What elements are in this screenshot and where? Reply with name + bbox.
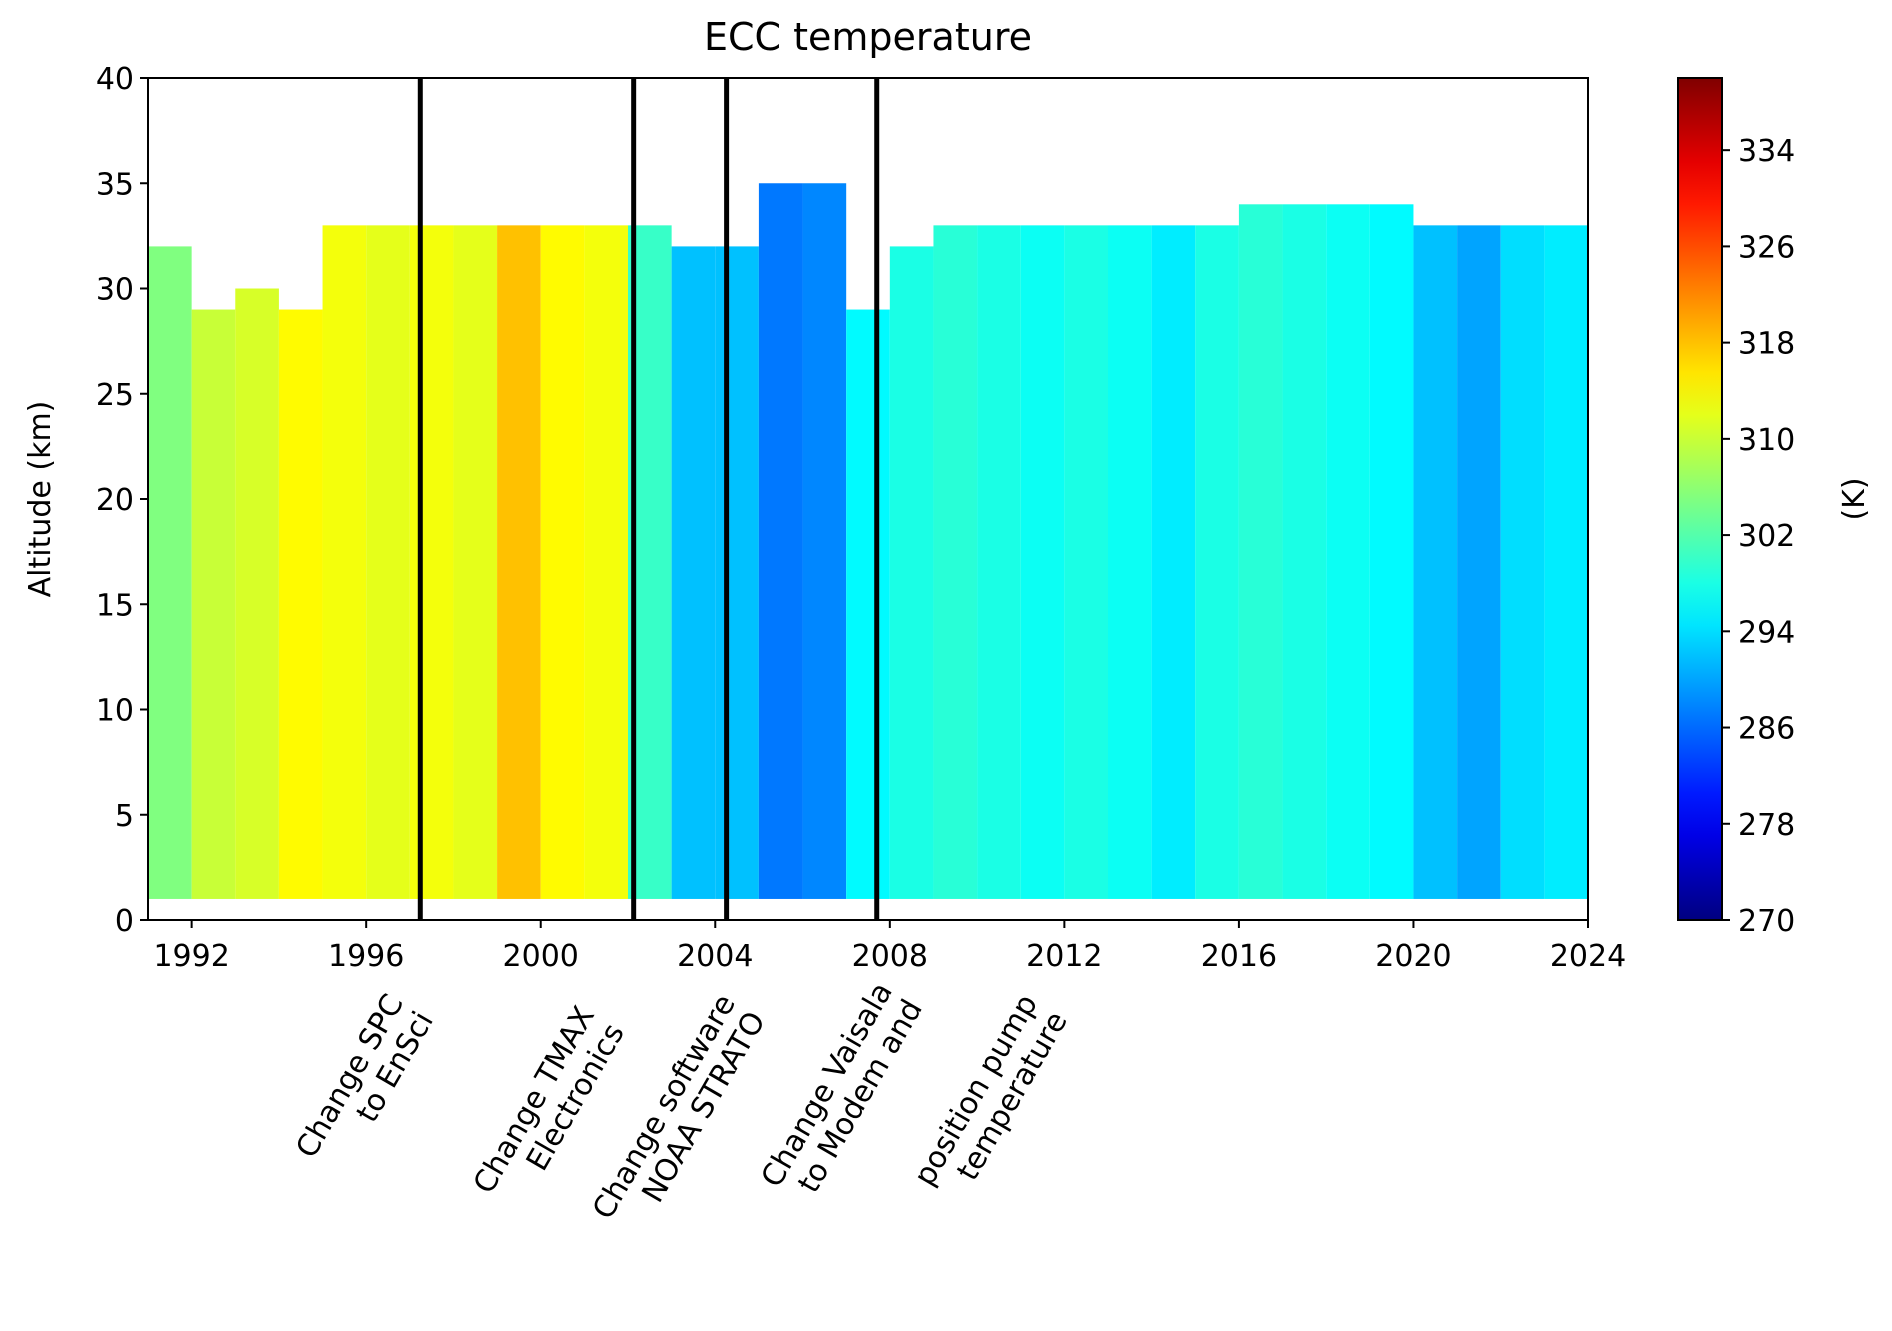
annotation: Change Vaisalato Modem and bbox=[755, 977, 930, 1211]
y-tick-label: 30 bbox=[96, 273, 134, 308]
y-tick-label: 10 bbox=[96, 694, 134, 729]
profile-band bbox=[1020, 225, 1065, 899]
colorbar-label: (K) bbox=[1837, 477, 1872, 520]
y-tick-label: 20 bbox=[96, 483, 134, 518]
profile-band bbox=[497, 225, 541, 899]
profile-band bbox=[1238, 204, 1283, 899]
profile-band bbox=[1500, 225, 1545, 899]
colorbar-tick-label: 270 bbox=[1738, 904, 1795, 939]
profile-band bbox=[1326, 204, 1370, 899]
profile-band bbox=[235, 288, 279, 899]
profile-band bbox=[977, 225, 1021, 899]
profile-band bbox=[1369, 204, 1414, 899]
chart-title: ECC temperature bbox=[704, 15, 1032, 59]
profile-band bbox=[671, 246, 716, 899]
profile-band bbox=[1195, 225, 1239, 899]
profile-band bbox=[409, 225, 454, 899]
y-tick-label: 15 bbox=[96, 588, 134, 623]
annotation: position pumptemperature bbox=[907, 989, 1075, 1210]
x-tick-label: 2016 bbox=[1201, 939, 1277, 974]
y-tick-label: 40 bbox=[96, 62, 134, 97]
colorbar-tick-label: 302 bbox=[1738, 519, 1795, 554]
profile-band bbox=[1544, 225, 1588, 899]
profile-band bbox=[148, 246, 192, 899]
y-axis-label: Altitude (km) bbox=[23, 401, 58, 598]
colorbar bbox=[1677, 77, 1723, 921]
profile-band bbox=[802, 183, 847, 899]
profile-band bbox=[322, 225, 367, 899]
x-tick-label: 2008 bbox=[852, 939, 928, 974]
colorbar-tick-label: 286 bbox=[1738, 712, 1795, 747]
x-tick-label: 2012 bbox=[1026, 939, 1102, 974]
profile-band bbox=[1457, 225, 1501, 899]
profile-band bbox=[715, 246, 759, 899]
y-tick-label: 5 bbox=[115, 799, 134, 834]
profile-band bbox=[889, 246, 934, 899]
profile-band bbox=[540, 225, 585, 899]
colorbar-tick-label: 334 bbox=[1738, 134, 1795, 169]
profile-band bbox=[758, 183, 803, 899]
x-tick-label: 2004 bbox=[677, 939, 753, 974]
profile-band bbox=[1413, 225, 1458, 899]
colorbar-tick-label: 326 bbox=[1738, 230, 1795, 265]
colorbar-tick-label: 318 bbox=[1738, 327, 1795, 362]
x-tick-label: 2024 bbox=[1550, 939, 1626, 974]
x-tick-label: 2020 bbox=[1375, 939, 1451, 974]
profile-band bbox=[584, 225, 628, 899]
colorbar-tick-label: 294 bbox=[1738, 615, 1795, 650]
y-tick-label: 25 bbox=[96, 378, 134, 413]
y-tick-label: 35 bbox=[96, 167, 134, 202]
profile-band bbox=[278, 309, 323, 899]
profile-band bbox=[1282, 204, 1327, 899]
profile-band bbox=[1064, 225, 1108, 899]
y-tick-label: 0 bbox=[115, 904, 134, 939]
x-tick-label: 2000 bbox=[503, 939, 579, 974]
profile-band bbox=[366, 225, 410, 899]
profile-band bbox=[453, 225, 498, 899]
x-tick-label: 1996 bbox=[328, 939, 404, 974]
annotation: Change SPCto EnSci bbox=[289, 989, 440, 1182]
profile-band bbox=[191, 309, 236, 899]
profile-band bbox=[1108, 225, 1152, 899]
colorbar-tick-label: 278 bbox=[1738, 808, 1795, 843]
profile-band bbox=[846, 309, 890, 899]
profile-band bbox=[933, 225, 978, 899]
x-tick-label: 1992 bbox=[153, 939, 229, 974]
profile-band bbox=[1151, 225, 1196, 899]
colorbar-tick-label: 310 bbox=[1738, 423, 1795, 458]
